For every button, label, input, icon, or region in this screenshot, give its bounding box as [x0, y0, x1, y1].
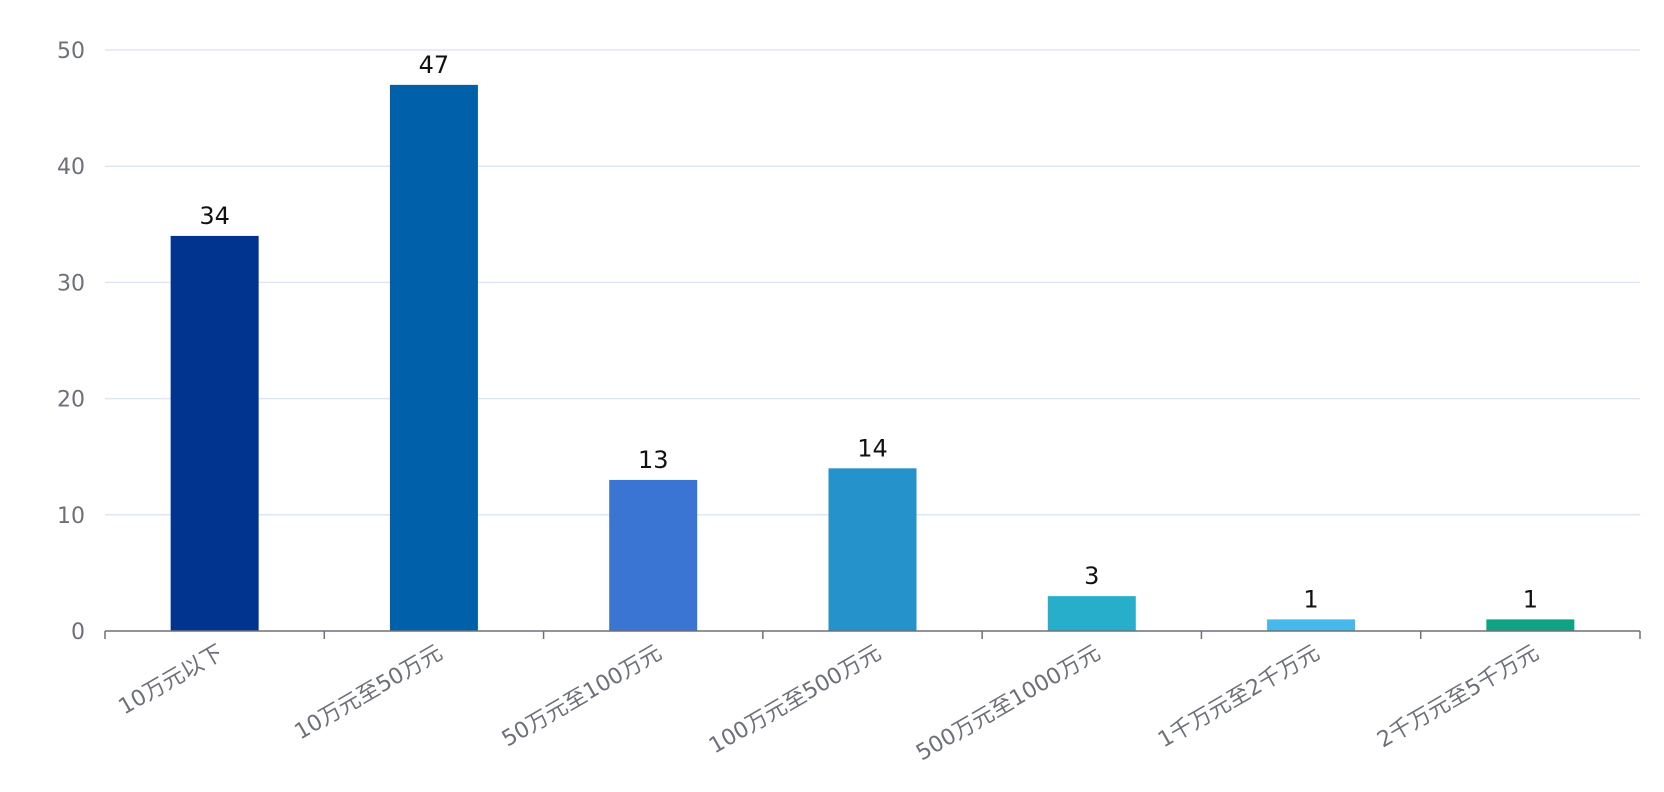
x-tick-label: 500万元至1000万元: [912, 641, 1105, 767]
y-axis: 0 10 20 30 40 50: [57, 39, 85, 645]
bar-6[interactable]: [1267, 619, 1356, 631]
x-tick-label: 100万元至500万元: [705, 641, 885, 760]
value-label: 34: [199, 202, 230, 230]
bar-7[interactable]: [1486, 619, 1575, 631]
value-label: 3: [1084, 562, 1099, 590]
value-label: 14: [857, 434, 888, 462]
x-axis: 10万元以下 10万元至50万元 50万元至100万元 100万元至500万元 500万…: [104, 630, 1641, 767]
bar-4[interactable]: [828, 468, 917, 631]
y-tick-label: 0: [71, 620, 85, 645]
y-tick-label: 20: [57, 388, 85, 413]
x-tick-label: 50万元至100万元: [498, 641, 666, 753]
x-tick-label: 10万元至50万元: [291, 641, 447, 746]
value-label: 13: [638, 446, 669, 474]
value-label: 1: [1523, 585, 1538, 613]
y-tick-label: 40: [57, 155, 85, 180]
y-tick-label: 30: [57, 271, 85, 296]
y-tick-label: 10: [57, 504, 85, 529]
value-labels: 34 47 13 14 3 1 1: [199, 51, 1538, 614]
x-tick-label: 10万元以下: [115, 641, 228, 721]
bar-5[interactable]: [1047, 596, 1136, 631]
bars: [170, 84, 1575, 632]
value-label: 47: [419, 51, 450, 79]
x-tick-label: 1千万元至2千万元: [1154, 641, 1324, 754]
bar-2[interactable]: [389, 84, 478, 632]
value-label: 1: [1303, 585, 1318, 613]
bar-1[interactable]: [170, 235, 259, 632]
x-tick-label: 2千万元至5千万元: [1373, 641, 1543, 754]
y-tick-label: 50: [57, 39, 85, 64]
bar-3[interactable]: [609, 479, 698, 631]
grid-lines: [105, 49, 1640, 516]
